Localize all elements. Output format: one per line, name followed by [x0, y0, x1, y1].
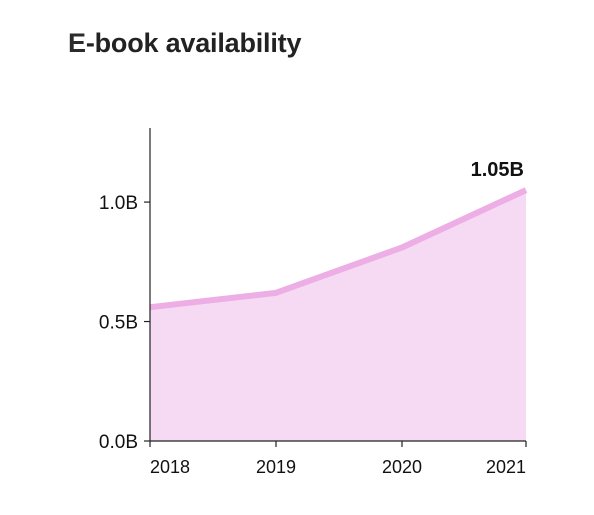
series-line [149, 187, 528, 311]
axes [149, 128, 526, 442]
y-tick-label: 0.5B [99, 313, 138, 334]
last-value-label: 1.05B [471, 159, 524, 181]
y-tick-label: 1.0B [99, 193, 138, 214]
x-tick-label: 2021 [486, 457, 526, 477]
x-tick-label: 2018 [150, 457, 190, 477]
x-tick-label: 2019 [256, 457, 296, 477]
x-tick-label: 2020 [382, 457, 422, 477]
y-tick-label: 0.0B [99, 432, 138, 453]
plot-area [149, 187, 528, 441]
x-ticks: 2018 2019 2020 2021 [149, 441, 527, 477]
chart-title: E-book availability [68, 28, 302, 58]
area-fill [150, 190, 526, 441]
y-ticks: 0.0B 0.5B 1.0B [99, 193, 150, 453]
